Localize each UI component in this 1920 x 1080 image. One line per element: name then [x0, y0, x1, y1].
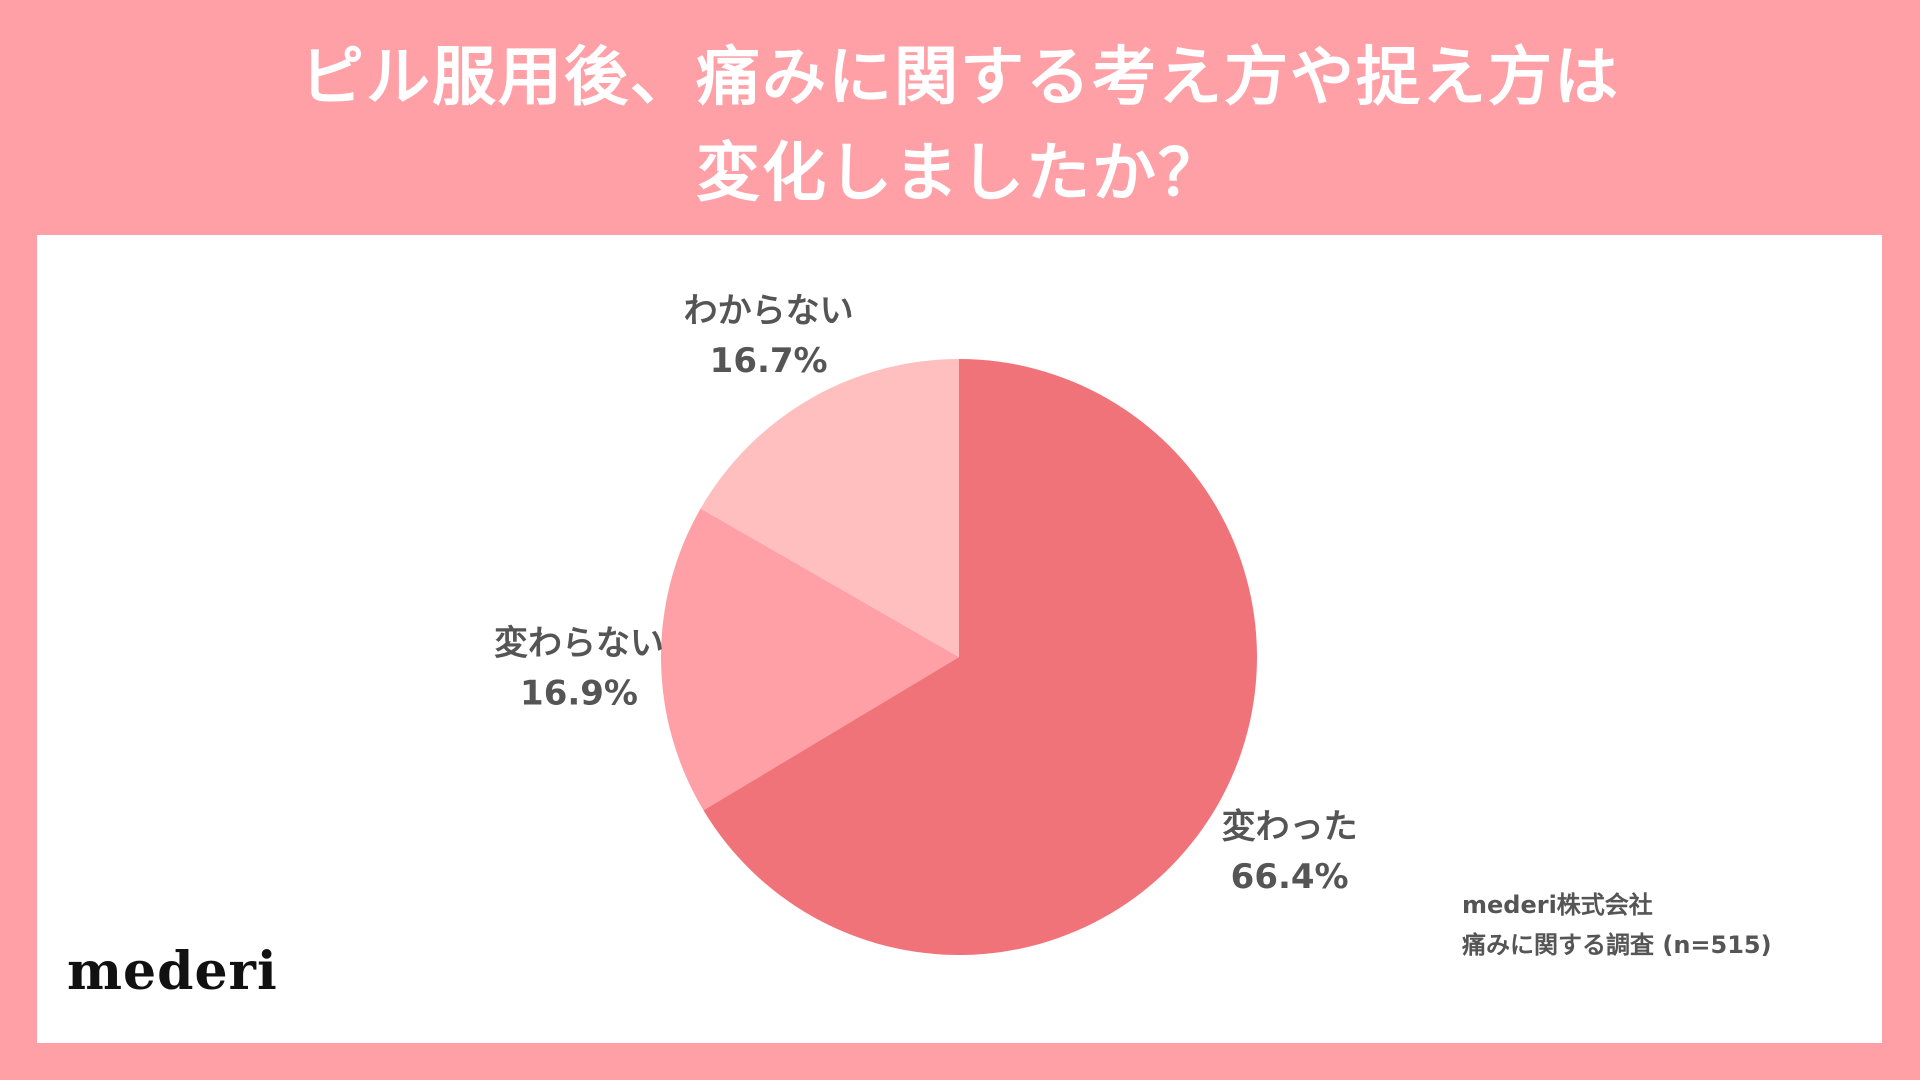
pie-label-value: 16.7% — [710, 341, 828, 381]
mederi-logo: mederi — [67, 941, 278, 1002]
pie-label-unchanged: 変わらない 16.9% — [494, 624, 664, 714]
chart-title-line-2: 変化しましたか？ — [696, 137, 1224, 211]
pie-slice-unchanged — [661, 508, 959, 811]
pie-label-value: 66.4% — [1231, 857, 1349, 897]
pie-label-changed: 変わった 66.4% — [1222, 807, 1358, 897]
pie-slice-changed — [703, 359, 1258, 956]
pie-chart: 変わった 66.4% 変わらない 16.9% わからない 16.7% — [494, 291, 1358, 956]
pie-label-unknown: わからない 16.7% — [684, 291, 854, 381]
pie-label-category: 変わった — [1222, 807, 1358, 847]
source-company: mederi株式会社 — [1462, 891, 1653, 919]
chart-title: ピル服用後、痛みに関する考え方や捉え方は 変化しましたか？ — [0, 30, 1920, 222]
pie-label-category: わからない — [684, 291, 854, 331]
source-note: mederi株式会社 痛みに関する調査 (n=515) — [1462, 885, 1772, 965]
chart-title-line-1: ピル服用後、痛みに関する考え方や捉え方は — [300, 41, 1620, 115]
pie-label-value: 16.9% — [520, 674, 638, 714]
pie-label-category: 変わらない — [494, 624, 664, 664]
pie-slice-unknown — [700, 359, 959, 657]
source-survey: 痛みに関する調査 (n=515) — [1462, 931, 1772, 959]
chart-panel: 変わった 66.4% 変わらない 16.9% わからない 16.7% mederi med… — [37, 235, 1882, 1043]
